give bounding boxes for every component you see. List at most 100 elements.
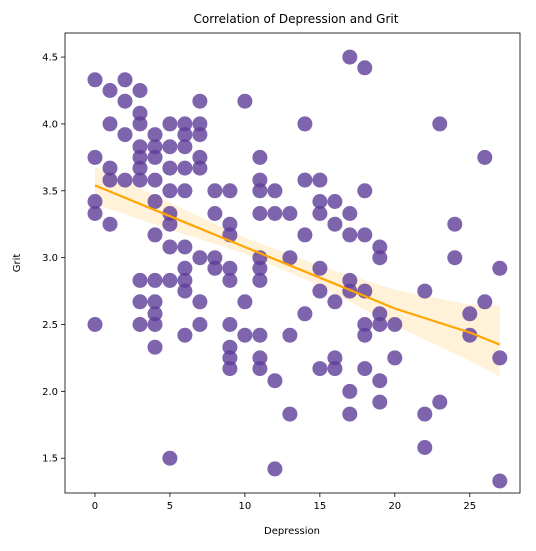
scatter-point [297,306,313,322]
scatter-point [162,216,178,232]
scatter-point [192,149,208,165]
scatter-point [327,294,343,310]
scatter-point [177,283,193,299]
y-tick-label: 2.0 [42,387,58,398]
scatter-point [447,250,463,266]
scatter-point [357,317,373,332]
scatter-point [372,394,388,410]
scatter-point [207,183,223,199]
scatter-point [417,283,433,299]
scatter-point [192,116,208,132]
scatter-point [147,306,163,322]
scatter-point [87,194,103,209]
scatter-point [117,127,133,143]
scatter-point [162,239,178,255]
y-tick-label: 3.0 [42,253,58,264]
scatter-point [312,194,328,209]
scatter-point [177,183,193,199]
scatter-point [102,116,118,132]
scatter-point [252,183,268,199]
chart-title: Correlation of Depression and Grit [194,12,399,26]
scatter-point [132,272,148,288]
y-tick-label: 2.5 [42,320,58,331]
scatter-point [132,149,148,165]
scatter-point [117,72,133,88]
scatter-point [162,160,178,176]
scatter-point [147,227,163,243]
scatter-point [192,127,208,143]
scatter-point [192,160,208,176]
scatter-point [327,216,343,232]
scatter-point [162,116,178,132]
scatter-point [177,327,193,343]
scatter-point [192,93,208,109]
x-tick-label: 10 [239,501,252,512]
scatter-point [132,116,148,132]
y-tick-label: 1.5 [42,454,58,465]
y-axis-ticks: 1.5 2.0 2.5 3.0 3.5 4.0 4.5 [42,53,65,465]
scatter-point [117,93,133,109]
scatter-point [177,139,193,155]
scatter-point [432,394,448,410]
scatter-point [192,250,208,266]
scatter-point [192,294,208,310]
scatter-point [267,373,283,389]
scatter-point [222,260,238,276]
scatter-point [447,216,463,232]
scatter-point [342,383,358,399]
scatter-point [417,440,433,455]
scatter-point [192,317,208,332]
scatter-point [372,306,388,322]
scatter-point [132,160,148,176]
scatter-point [342,206,358,221]
scatter-point [162,139,178,155]
scatter-point [372,250,388,266]
scatter-point [207,250,223,266]
scatter-point [132,105,148,121]
scatter-point [177,260,193,276]
scatter-point [387,350,403,366]
scatter-point [222,350,238,366]
scatter-point [177,160,193,176]
scatter-point [87,149,103,165]
scatter-point [147,149,163,165]
scatter-point [102,172,118,188]
scatter-point [387,317,403,332]
scatter-point [147,139,163,155]
scatter-point [207,206,223,221]
scatter-point [462,306,478,322]
regression-line [94,184,501,346]
scatter-point [237,294,253,310]
y-tick-label: 4.5 [42,53,58,64]
regression-line-layer [94,184,501,346]
scatter-point [357,227,373,243]
scatter-point [162,450,178,466]
scatter-point [117,172,133,188]
scatter-point [282,327,298,343]
scatter-point [327,194,343,209]
scatter-point [342,49,358,65]
scatter-point [87,206,103,221]
scatter-point [297,116,313,132]
scatter-point [222,216,238,232]
scatter-point [252,206,268,221]
scatter-point [177,116,193,132]
scatter-point [252,361,268,377]
scatter-point [372,373,388,389]
scatter-point [357,361,373,377]
scatter-point [102,216,118,232]
x-tick-label: 5 [167,501,173,512]
scatter-point [252,272,268,288]
x-axis-ticks: 0 5 10 15 20 25 [92,493,476,512]
scatter-point [492,260,508,276]
y-axis-label: Grit [12,254,23,273]
scatter-point [327,361,343,377]
scatter-point [237,93,253,109]
scatter-point [312,260,328,276]
scatter-point [267,206,283,221]
y-tick-label: 3.5 [42,186,58,197]
scatter-point [237,327,253,343]
scatter-point [177,127,193,143]
scatter-point [267,461,283,477]
